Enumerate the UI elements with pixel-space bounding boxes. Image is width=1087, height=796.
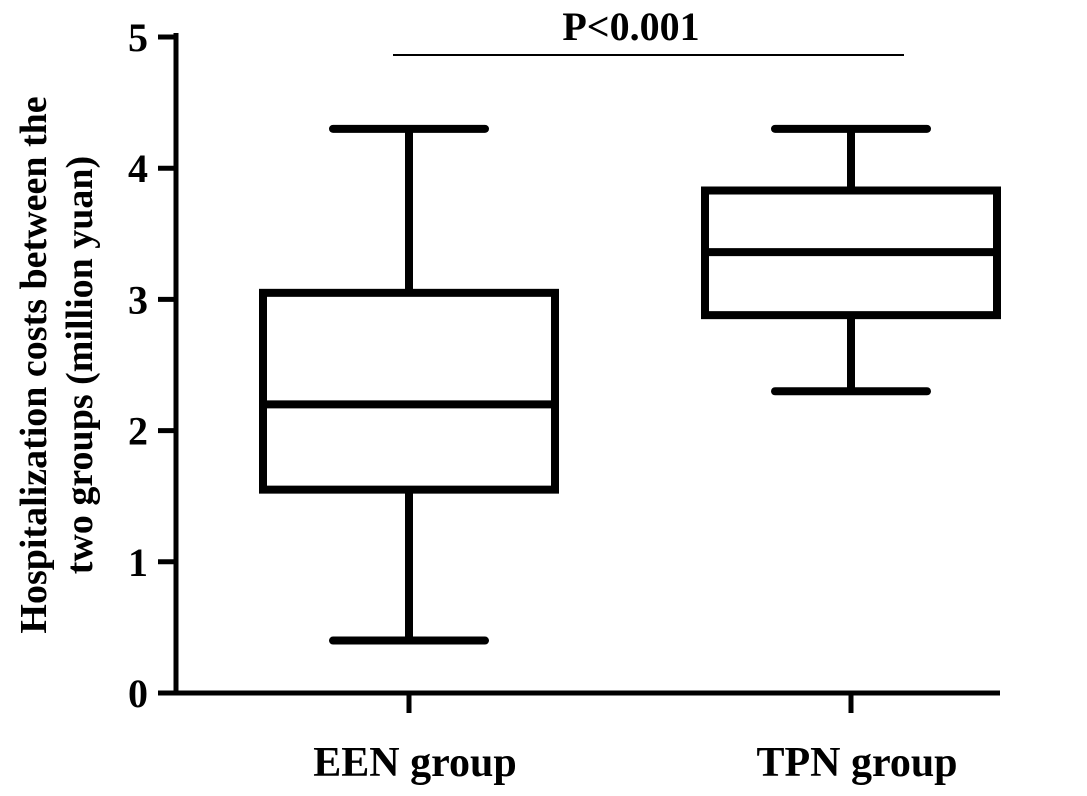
y-tick-label: 1	[128, 540, 148, 585]
p-value-label: P<0.001	[562, 4, 699, 49]
x-axis-labels: EEN group TPN group	[313, 693, 958, 786]
y-tick-label: 2	[128, 409, 148, 454]
y-axis-ticks: 0 1 2 3 4 5	[128, 15, 176, 716]
y-axis-label-line-2: two groups (million yuan)	[59, 156, 101, 574]
y-tick-label: 5	[128, 15, 148, 60]
box-1	[259, 124, 559, 645]
x-tick-label: EEN group	[313, 740, 516, 786]
box-2	[701, 124, 1001, 396]
iqr-box	[259, 288, 559, 494]
y-axis-label-line-1: Hospitalization costs between the	[13, 96, 55, 633]
y-tick-label: 0	[128, 671, 148, 716]
significance-annotation: P<0.001	[393, 4, 904, 56]
y-tick-label: 4	[128, 146, 148, 191]
boxes	[259, 124, 1001, 645]
y-tick-label: 3	[128, 277, 148, 322]
y-axis-label: Hospitalization costs between the two gr…	[13, 96, 101, 633]
x-tick-label: TPN group	[756, 740, 957, 786]
axes	[173, 33, 1000, 696]
